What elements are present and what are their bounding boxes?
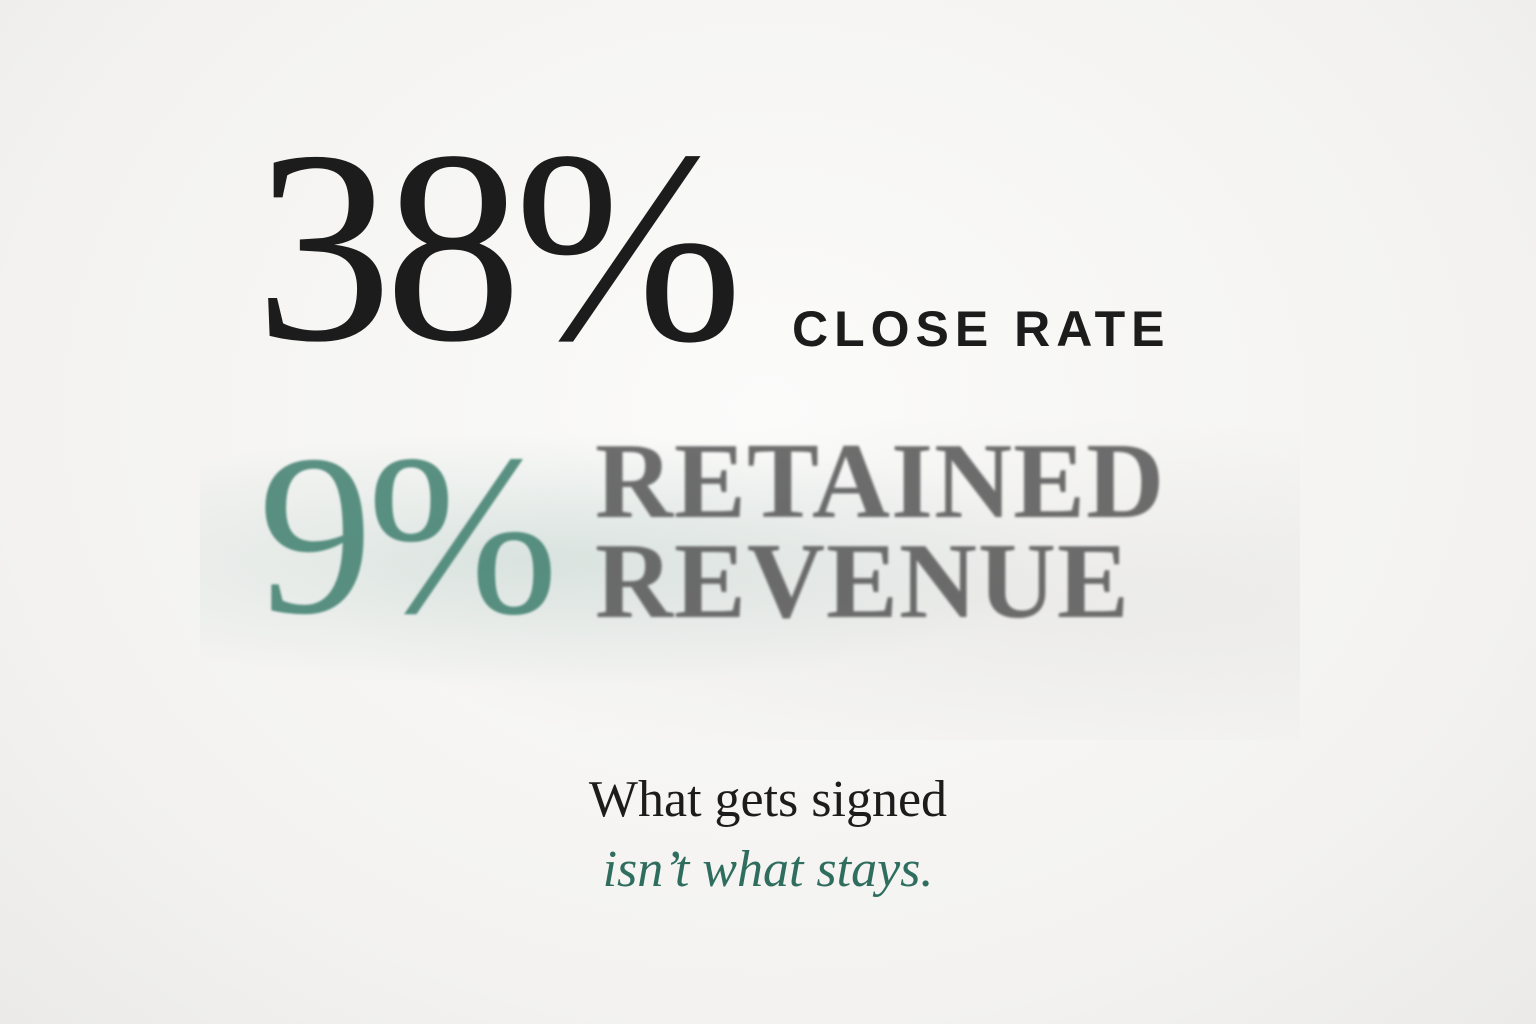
retained-revenue-label: RETAINED REVENUE: [595, 422, 1166, 641]
retained-revenue-value: 9%: [258, 407, 559, 662]
close-rate-value: 38%: [255, 95, 743, 399]
tagline-line2: isn’t what stays.: [602, 841, 934, 898]
retained-label-line1: RETAINED: [595, 422, 1166, 541]
close-rate-label: CLOSE RATE: [792, 301, 1171, 357]
dust-texture: [200, 380, 1300, 740]
tagline-line1: What gets signed: [588, 771, 948, 828]
retained-label-line2: REVENUE: [595, 522, 1131, 641]
